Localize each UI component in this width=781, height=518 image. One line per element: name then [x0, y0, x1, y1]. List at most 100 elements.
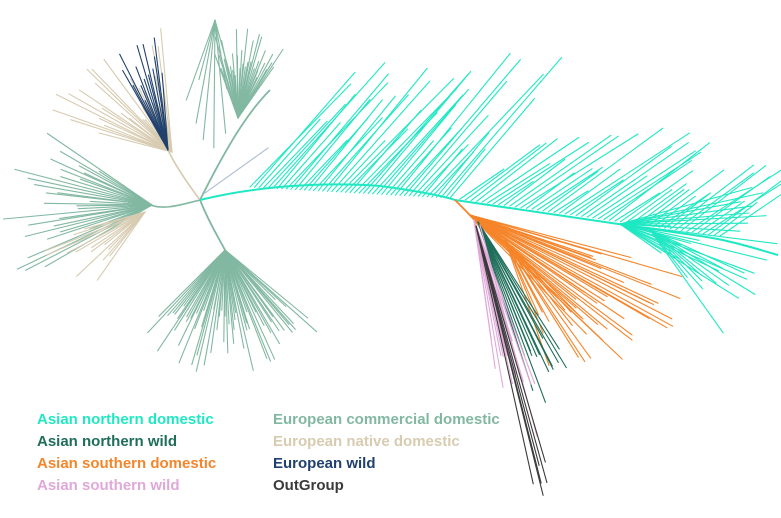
leaf-asian-northern-domestic — [520, 133, 639, 209]
leaf-european-native — [52, 109, 173, 153]
leaf-asian-northern-domestic — [403, 59, 521, 197]
leaf-asian-northern-domestic — [592, 150, 696, 219]
leaf-european-commercial — [46, 132, 153, 206]
leaf-asian-northern-domestic — [444, 148, 486, 199]
leaf-asian-northern-domestic — [487, 163, 551, 204]
leaf-european-commercial — [224, 249, 272, 323]
leaf-asian-northern-domestic — [470, 142, 547, 202]
leaf-asian-northern-domestic — [691, 176, 771, 233]
leaf-european-commercial — [57, 192, 153, 206]
leaf-asian-northern-domestic — [317, 95, 396, 192]
leaf-asian-southern-domestic — [469, 214, 602, 270]
leaf-european-native — [96, 211, 146, 281]
leaf-european-commercial — [83, 172, 153, 206]
leaf-european-commercial — [27, 177, 153, 206]
leaf-european-wild — [136, 45, 169, 151]
leaf-european-wild — [119, 53, 169, 151]
leaf-european-wild — [142, 43, 169, 151]
leaf-european-commercial — [210, 249, 226, 354]
leaf-european-commercial — [60, 168, 153, 206]
leaf-asian-southern-domestic — [469, 214, 598, 304]
leaf-asian-northern-domestic — [481, 136, 580, 203]
leaf-asian-northern-domestic — [619, 170, 694, 223]
leaf-asian-southern-wild — [473, 219, 532, 385]
leaf-european-commercial — [34, 184, 153, 206]
leaf-european-commercial — [46, 204, 153, 240]
leaf-asian-northern-domestic — [619, 205, 753, 225]
leaf-asian-northern-domestic — [642, 189, 690, 226]
leaf-asian-northern-domestic — [492, 141, 590, 205]
stem-european-commercial-left — [149, 199, 201, 208]
tree-branches — [2, 19, 781, 496]
leaf-european-commercial — [185, 19, 216, 101]
leaf-european-native — [55, 93, 173, 153]
leaf-asian-northern-domestic — [619, 201, 741, 225]
leaf-asian-northern-domestic — [476, 138, 558, 202]
leaf-asian-northern-wild — [477, 221, 546, 403]
leaf-asian-northern-domestic — [385, 140, 434, 196]
leaf-asian-northern-domestic — [509, 134, 612, 207]
leaf-asian-southern-domestic — [504, 239, 566, 311]
leaf-asian-northern-domestic — [514, 135, 619, 208]
leaf-asian-northern-domestic — [331, 80, 431, 193]
leaf-european-native — [46, 211, 146, 256]
leaf-european-native — [104, 124, 173, 153]
leaf-outgroup — [475, 225, 546, 463]
leaf-asian-southern-domestic — [504, 239, 573, 326]
leaf-european-wild — [153, 37, 169, 151]
leaf-asian-southern-domestic — [469, 214, 655, 306]
leaf-asian-northern-domestic — [619, 223, 748, 280]
leaf-asian-northern-domestic — [525, 172, 575, 209]
leaf-asian-northern-domestic — [536, 166, 603, 211]
leaf-asian-northern-domestic — [340, 78, 455, 193]
leaf-asian-northern-domestic — [294, 99, 371, 191]
leaf-european-native — [45, 211, 146, 252]
leaf-asian-northern-domestic — [308, 99, 383, 191]
leaf-european-native — [91, 68, 173, 153]
leaf-asian-southern-domestic — [469, 214, 632, 259]
leaf-asian-northern-domestic — [498, 180, 534, 206]
leaf-asian-northern-domestic — [547, 127, 664, 213]
leaf-asian-northern-domestic — [619, 223, 741, 232]
leaf-asian-northern-domestic — [344, 128, 409, 193]
leaf-european-commercial — [224, 249, 309, 319]
leaf-european-native — [86, 68, 173, 153]
leaf-european-commercial — [14, 168, 153, 206]
legend-left-column: Asian northern domestic Asian northern w… — [37, 409, 216, 497]
leaf-asian-northern-domestic — [608, 142, 711, 221]
leaf-asian-northern-domestic — [440, 56, 563, 199]
legend-asian-southern-domestic: Asian southern domestic — [37, 455, 217, 472]
leaf-asian-northern-wild — [477, 221, 538, 357]
leaf-asian-northern-domestic — [619, 212, 750, 225]
leaf-asian-northern-domestic — [553, 190, 589, 213]
leaf-european-commercial — [202, 19, 216, 141]
leaf-asian-northern-domestic — [299, 139, 348, 191]
leaf-asian-northern-domestic — [276, 93, 356, 190]
leaf-asian-northern-domestic — [630, 183, 687, 224]
leaf-asian-northern-domestic — [394, 52, 511, 196]
leaf-asian-southern-domestic — [504, 239, 583, 319]
leaf-european-commercial — [178, 249, 226, 364]
leaf-european-native — [76, 211, 146, 277]
leaf-asian-northern-domestic — [619, 223, 740, 299]
leaf-european-commercial — [60, 176, 153, 206]
leaf-asian-southern-domestic — [469, 214, 624, 283]
leaf-asian-southern-wild — [473, 219, 536, 385]
leaf-european-commercial — [224, 249, 254, 371]
leaf-european-native — [157, 45, 173, 153]
leaf-asian-northern-domestic — [542, 170, 599, 212]
leaf-asian-southern-domestic — [504, 239, 592, 359]
leaf-asian-northern-domestic — [503, 158, 566, 206]
leaf-asian-southern-domestic — [504, 239, 544, 334]
leaf-european-commercial — [213, 19, 216, 149]
leaf-european-commercial — [59, 204, 153, 219]
leaf-asian-northern-domestic — [649, 229, 756, 295]
leaf-european-commercial — [198, 19, 216, 81]
leaf-asian-southern-domestic — [469, 214, 605, 302]
legend-asian-northern-domestic: Asian northern domestic — [37, 411, 214, 428]
stem-european-native — [167, 149, 201, 201]
leaf-european-wild — [161, 72, 169, 151]
leaf-asian-southern-wild — [473, 219, 502, 357]
leaf-asian-northern-domestic — [335, 140, 386, 193]
legend-right-column: European commercial domestic European na… — [273, 409, 500, 497]
